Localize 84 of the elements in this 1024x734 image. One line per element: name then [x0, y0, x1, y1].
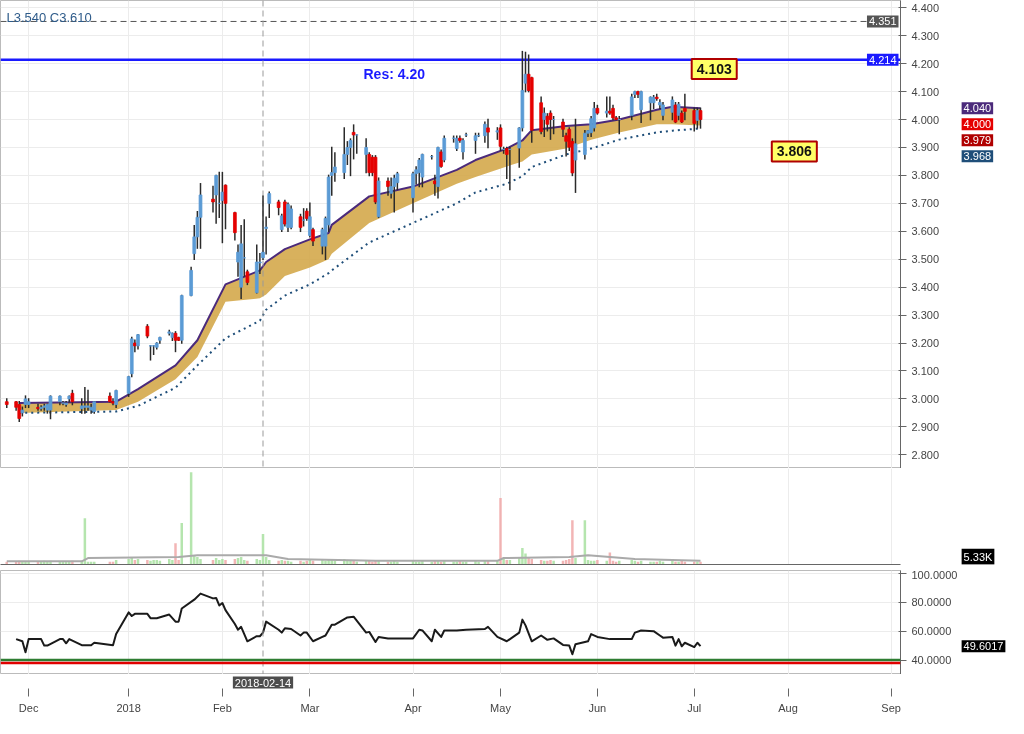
- bar: [268, 559, 271, 565]
- y-tick-label: 3.800: [911, 169, 940, 182]
- candlestick: [420, 153, 425, 188]
- candlestick: [386, 177, 390, 196]
- bar: [168, 558, 171, 565]
- candlestick: [486, 118, 490, 149]
- candlestick: [354, 134, 359, 154]
- candlestick: [698, 107, 703, 129]
- candlestick: [683, 93, 687, 121]
- candlestick: [214, 174, 218, 224]
- candlestick: [86, 389, 90, 411]
- y-tick-label: 4.100: [911, 85, 940, 98]
- annotation: 3.806: [776, 143, 813, 160]
- x-tick-label: Dec: [18, 701, 39, 714]
- x-tick-label: Aug: [778, 701, 798, 714]
- text: 49.6017: [963, 640, 1004, 653]
- bar: [218, 559, 221, 565]
- y-tick-label: 3.500: [911, 253, 940, 266]
- annotation: 4.103: [696, 61, 732, 78]
- y-tick-label: 4.200: [911, 57, 940, 70]
- candlestick: [392, 174, 397, 213]
- y-tick-label: 3.000: [911, 392, 940, 405]
- x-tick-label: Feb: [212, 701, 232, 714]
- candlestick: [111, 398, 115, 406]
- candlestick: [461, 138, 465, 160]
- candlestick: [133, 339, 137, 353]
- bar: [571, 520, 574, 565]
- candlestick: [629, 93, 634, 121]
- candlestick: [604, 96, 609, 118]
- y-tick-label: 3.200: [911, 337, 940, 350]
- y-tick-label: 4.400: [911, 1, 940, 14]
- candlestick: [692, 107, 697, 132]
- y-tick-label: 3.900: [911, 141, 940, 154]
- y-tick-label: 3.700: [911, 197, 940, 210]
- candlestick: [364, 138, 368, 174]
- candlestick: [198, 183, 203, 249]
- y-tick-label: 3.600: [911, 225, 940, 238]
- bar: [618, 560, 621, 565]
- candlestick: [433, 174, 437, 196]
- candlestick: [695, 107, 700, 129]
- bar: [574, 558, 577, 565]
- ref-line-label: 4.351: [868, 15, 897, 28]
- candlestick: [351, 124, 356, 160]
- line-series: [15, 592, 702, 656]
- y-tick-label: 2.900: [911, 420, 940, 433]
- y-tick-label: 40.0000: [911, 654, 952, 667]
- x-tick-label: 2018: [116, 701, 141, 714]
- y-tick-label: 3.300: [911, 309, 940, 322]
- ref-line-label: 2018-02-14: [234, 676, 292, 689]
- text: 4.000: [963, 118, 992, 131]
- text: 5.33K: [963, 550, 994, 563]
- bar: [171, 559, 174, 565]
- y-tick-label: 80.0000: [911, 596, 952, 609]
- y-tick-label: 60.0000: [911, 625, 952, 638]
- y-tick-label: 4.300: [911, 29, 940, 42]
- candlestick: [464, 132, 468, 138]
- x-tick-label: Sep: [881, 701, 901, 714]
- x-tick-label: Jun: [588, 701, 607, 714]
- candlestick: [233, 211, 237, 241]
- x-tick-label: Mar: [300, 701, 320, 714]
- candlestick: [83, 387, 87, 414]
- text: 3.979: [963, 134, 992, 147]
- x-tick-label: May: [490, 701, 512, 714]
- x-tick-label: Apr: [404, 701, 422, 714]
- candlestick: [267, 191, 272, 219]
- text: L3.540 C3.610: [6, 9, 92, 25]
- x-tick-label: Jul: [687, 701, 702, 714]
- y-tick-label: 100.0000: [911, 568, 958, 581]
- bar: [174, 543, 177, 565]
- bar: [199, 558, 202, 565]
- y-tick-label: 2.800: [911, 448, 940, 461]
- y-tick-label: 3.100: [911, 364, 940, 377]
- y-tick-label: 4.000: [911, 113, 940, 126]
- candlestick: [64, 400, 68, 407]
- bar: [196, 557, 199, 565]
- text: 4.040: [963, 102, 992, 115]
- y-tick-label: 3.400: [911, 281, 940, 294]
- candlestick: [289, 205, 293, 230]
- annotation: Res: 4.20: [363, 65, 426, 82]
- ref-line-label: 4.214: [868, 53, 897, 66]
- candlestick: [4, 398, 9, 409]
- candlestick: [670, 96, 675, 121]
- text: 3.968: [963, 150, 992, 163]
- bar: [499, 498, 502, 565]
